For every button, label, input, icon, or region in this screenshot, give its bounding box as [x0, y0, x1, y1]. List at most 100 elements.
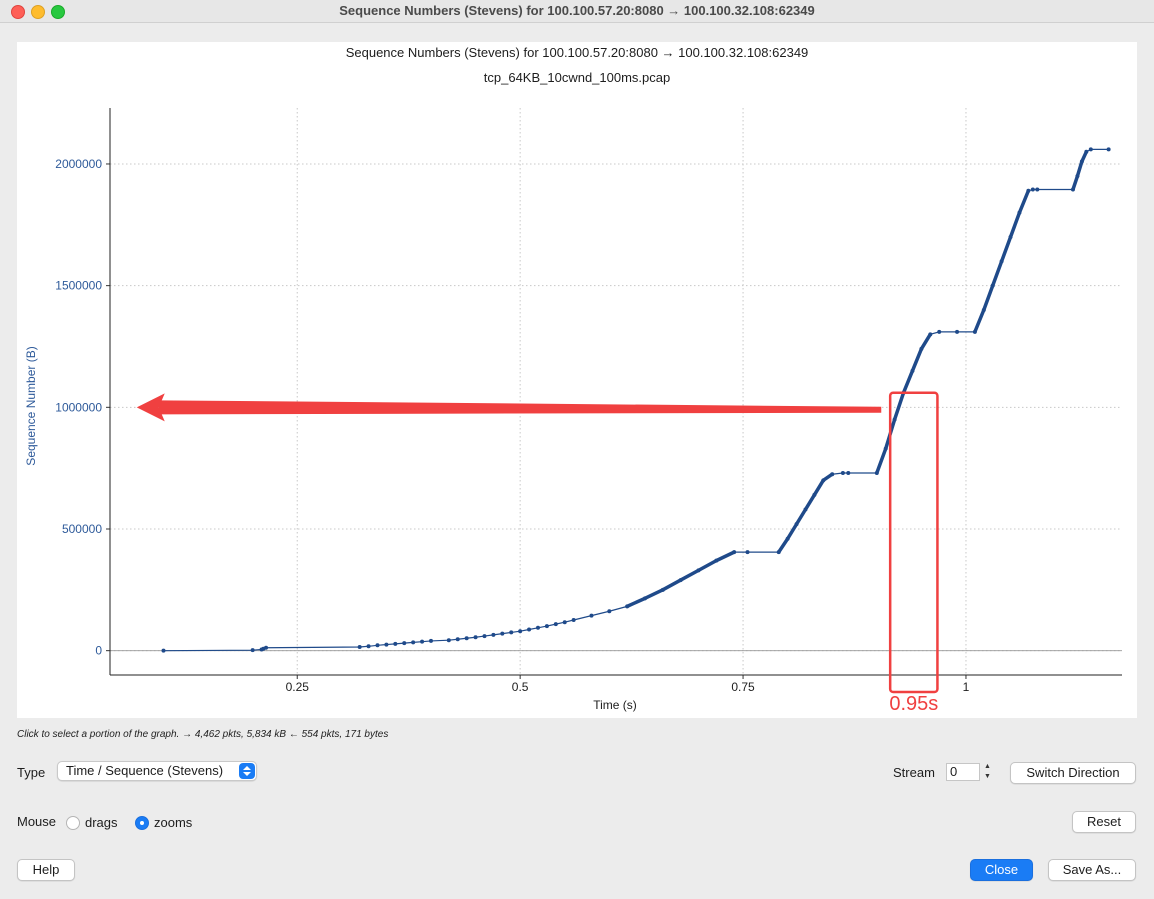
- data-point: [571, 618, 576, 623]
- minimize-window-button[interactable]: [31, 5, 45, 19]
- data-point: [393, 641, 398, 646]
- burst-segment: [812, 478, 826, 497]
- y-axis-label: Sequence Number (B): [24, 346, 38, 465]
- data-point: [411, 640, 416, 645]
- close-button[interactable]: Close: [970, 859, 1033, 881]
- series-data: [161, 147, 1111, 653]
- burst-segment: [999, 235, 1013, 264]
- data-point: [366, 644, 371, 649]
- mouse-drags-radio[interactable]: [66, 816, 80, 830]
- data-point: [402, 641, 407, 646]
- data-point: [553, 622, 558, 627]
- data-point: [473, 635, 478, 640]
- burst-segment: [892, 390, 906, 422]
- help-button[interactable]: Help: [17, 859, 75, 881]
- stream-label: Stream: [893, 765, 935, 780]
- data-point: [544, 624, 549, 629]
- burst-segment: [982, 283, 995, 312]
- mouse-drags-label[interactable]: drags: [85, 815, 118, 830]
- data-point: [745, 550, 750, 555]
- data-point: [384, 642, 389, 647]
- stream-stepper[interactable]: ▲ ▼: [982, 762, 993, 782]
- data-point: [562, 620, 567, 625]
- data-point: [527, 627, 532, 632]
- x-tick-label: 0.75: [731, 680, 755, 694]
- series-line: [163, 148, 1109, 652]
- annotation-rect: [888, 391, 939, 694]
- y-tick-label: 1000000: [55, 400, 102, 414]
- annotation-label: 0.95s: [889, 693, 938, 715]
- x-tick-label: 1: [963, 680, 970, 694]
- zoom-window-button[interactable]: [51, 5, 65, 19]
- burst-segment: [875, 446, 888, 475]
- burst-segment: [919, 332, 933, 351]
- type-select-value: Time / Sequence (Stevens): [66, 763, 224, 778]
- data-point: [518, 629, 523, 634]
- data-point: [1035, 187, 1040, 192]
- burst-segment: [1080, 150, 1089, 164]
- status-hint: Click to select a portion of the graph. …: [17, 729, 389, 740]
- data-point: [428, 638, 433, 643]
- annotations: 0.95s: [136, 391, 939, 715]
- data-point: [264, 645, 269, 650]
- burst-segment: [643, 588, 665, 601]
- x-tick-label: 0.5: [512, 680, 529, 694]
- data-point: [1106, 147, 1111, 152]
- chart-title: Sequence Numbers (Stevens) for 100.100.5…: [346, 45, 809, 60]
- data-point: [846, 471, 851, 476]
- data-point: [464, 636, 469, 641]
- data-point: [357, 645, 362, 650]
- annotation-arrow-shaft: [158, 400, 882, 415]
- type-select[interactable]: Time / Sequence (Stevens): [57, 761, 257, 781]
- data-point: [1088, 147, 1093, 152]
- burst-segment: [625, 596, 647, 609]
- data-point: [840, 471, 845, 476]
- switch-direction-button[interactable]: Switch Direction: [1010, 762, 1136, 784]
- data-point: [482, 634, 487, 639]
- sequence-chart[interactable]: Sequence Numbers (Stevens) for 100.100.5…: [17, 42, 1137, 718]
- chevron-updown-icon: [239, 763, 255, 779]
- burst-segment: [1008, 210, 1022, 239]
- data-point: [1030, 187, 1035, 192]
- data-point: [250, 648, 255, 653]
- stepper-up-icon[interactable]: ▲: [984, 763, 991, 770]
- burst-segment: [696, 558, 719, 573]
- burst-segment: [990, 259, 1004, 288]
- reset-button[interactable]: Reset: [1072, 811, 1136, 833]
- data-point: [491, 632, 496, 637]
- burst-segment: [1017, 188, 1031, 215]
- window-title: Sequence Numbers (Stevens) for 100.100.5…: [339, 3, 815, 18]
- title-bar: Sequence Numbers (Stevens) for 100.100.5…: [0, 0, 1154, 23]
- burst-segment: [776, 536, 790, 554]
- data-point: [420, 639, 425, 644]
- data-point: [955, 329, 960, 334]
- burst-segment: [821, 472, 834, 483]
- burst-segment: [678, 568, 701, 582]
- mouse-zooms-label[interactable]: zooms: [154, 815, 193, 830]
- axes: [106, 108, 1122, 679]
- close-window-button[interactable]: [11, 5, 25, 19]
- data-point: [375, 643, 380, 648]
- burst-segment: [1075, 159, 1084, 178]
- burst-segment: [661, 578, 683, 592]
- burst-segment: [1071, 174, 1080, 192]
- data-point: [161, 648, 166, 653]
- burst-segment: [785, 522, 799, 541]
- y-tick-label: 1500000: [55, 279, 102, 293]
- y-tick-label: 2000000: [55, 157, 102, 171]
- grid: [110, 108, 1122, 675]
- plot-area[interactable]: Sequence Numbers (Stevens) for 100.100.5…: [17, 42, 1137, 718]
- chart-subtitle: tcp_64KB_10cwnd_100ms.pcap: [484, 70, 670, 85]
- type-label: Type: [17, 765, 46, 780]
- save-as-button[interactable]: Save As...: [1048, 859, 1136, 881]
- stream-input[interactable]: 0: [946, 763, 980, 781]
- data-point: [535, 625, 540, 630]
- data-point: [509, 630, 514, 635]
- data-point: [607, 609, 612, 614]
- stepper-down-icon[interactable]: ▼: [984, 773, 991, 780]
- y-tick-label: 500000: [62, 522, 102, 536]
- mouse-zooms-radio[interactable]: [135, 816, 149, 830]
- tick-labels: 0.25 0.5 0.75 1 0 500000 1000000 1500000 2000000: [55, 157, 969, 694]
- annotation-arrow-head: [136, 393, 165, 422]
- burst-segment: [910, 347, 924, 373]
